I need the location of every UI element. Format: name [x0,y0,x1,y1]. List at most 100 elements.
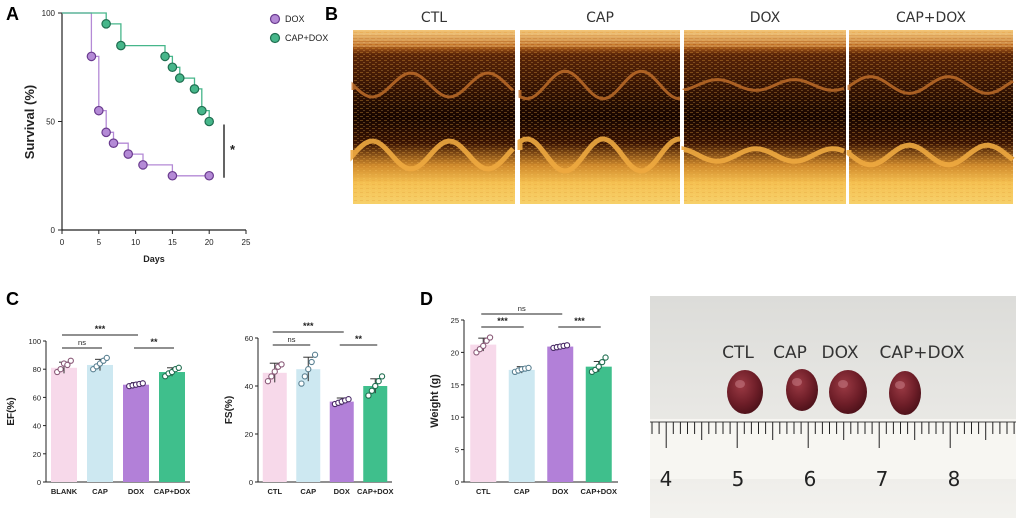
comparison-label: *** [497,316,508,326]
y-tick-label: 0 [455,478,459,487]
echo-label: CAP+DOX [896,10,966,26]
data-point [308,358,315,366]
panel-label-d: D [420,289,433,309]
series-line-dox [62,12,210,177]
y-tick-label: 10 [451,413,459,422]
data-point [311,351,319,358]
echo-texture [684,30,846,204]
data-point [365,392,372,399]
x-tick-label: CAP+DOX [357,487,393,496]
y-tick-label: 20 [245,430,253,439]
y-tick-label: 40 [33,422,41,431]
data-point [345,396,352,403]
echo-wall-top [351,71,515,99]
x-tick-label: CAP+DOX [154,487,190,496]
echo-label: CTL [421,10,447,26]
echo-wall-bottom [681,146,845,164]
echo-wall-bottom [350,138,515,172]
bar-cap [296,369,321,482]
panel-label-a: A [6,4,19,24]
y-tick-label: 50 [46,118,55,127]
data-point [57,366,64,373]
data-point [160,51,170,62]
heart-highlight [895,381,905,389]
heart-highlight [735,380,745,388]
y-tick-label: 60 [33,393,41,402]
data-point [167,170,178,181]
data-point [189,84,200,94]
y-axis-title: FS(%) [224,396,235,424]
data-point [599,358,606,366]
y-tick-label: 15 [451,381,459,390]
ruler-number: 5 [732,467,745,491]
panel-label-c: C [6,289,19,309]
y-tick-label: 0 [249,478,253,487]
bar-dox [329,401,354,482]
heart [889,371,921,415]
comparison-label: ** [355,334,363,344]
ruler-number: 6 [804,467,817,491]
x-tick-label: DOX [334,487,350,496]
comparison-label: ns [288,335,296,344]
heart [829,370,867,414]
heart-highlight [792,378,802,386]
photo-label: CTL [722,343,754,363]
legend-marker [269,32,281,44]
comparison-label: ns [518,304,526,313]
data-point [305,366,312,373]
x-tick-label: 0 [60,238,65,247]
x-tick-label: 15 [168,238,177,247]
data-point [86,51,97,62]
y-tick-label: 0 [37,478,41,487]
echo-images: CTL CAP DOX CAP+DOX [350,10,1015,204]
y-tick-label: 100 [28,337,41,346]
data-point [204,170,214,181]
data-point [486,334,494,341]
data-point [197,105,207,116]
data-point [116,40,126,51]
echo-texture [353,30,515,204]
ruler [650,419,1016,479]
series-line-capdox [62,12,210,122]
data-point [480,342,487,350]
data-point [101,19,111,29]
y-axis-title: EF(%) [6,397,17,425]
y-tick-label: 100 [42,9,56,18]
y-tick-label: 80 [33,365,41,374]
heart [727,370,763,414]
echo-wall-top [847,75,1014,95]
data-point [123,149,134,159]
legend-label: CAP+DOX [285,33,328,43]
heart-highlight [838,380,848,388]
x-tick-label: 25 [242,238,251,247]
photo-label: DOX [821,343,858,363]
x-tick-label: 10 [131,238,140,247]
data-point [602,354,609,361]
x-axis-title: Days [143,254,165,264]
heart [786,369,818,411]
x-tick-label: CAP+DOX [581,487,617,496]
data-point [563,342,571,349]
y-tick-label: 20 [33,450,41,459]
x-tick-label: CTL [476,487,491,496]
comparison-label: ** [150,337,158,347]
data-point [167,62,178,73]
data-point [174,73,185,83]
data-point [175,364,182,371]
x-tick-label: CAP [92,487,108,496]
comparison-label: *** [303,321,314,331]
x-tick-label: BLANK [51,487,78,496]
y-axis-title: Weight (g) [429,374,441,428]
data-point [301,373,308,380]
x-tick-label: 5 [97,238,102,247]
survival-chart: 0 5 10 15 20 25 0 50 100 Days Survival (%) * DOX CAP+… [22,9,328,264]
legend-marker [269,13,281,25]
echo-wall-top [518,69,681,101]
x-tick-label: 20 [205,238,214,247]
bar-capdox [159,372,185,482]
bar-capdox [363,386,388,482]
ruler-number: 4 [660,467,673,491]
bar-cap [508,369,535,482]
photo-label: CAP+DOX [879,343,964,363]
